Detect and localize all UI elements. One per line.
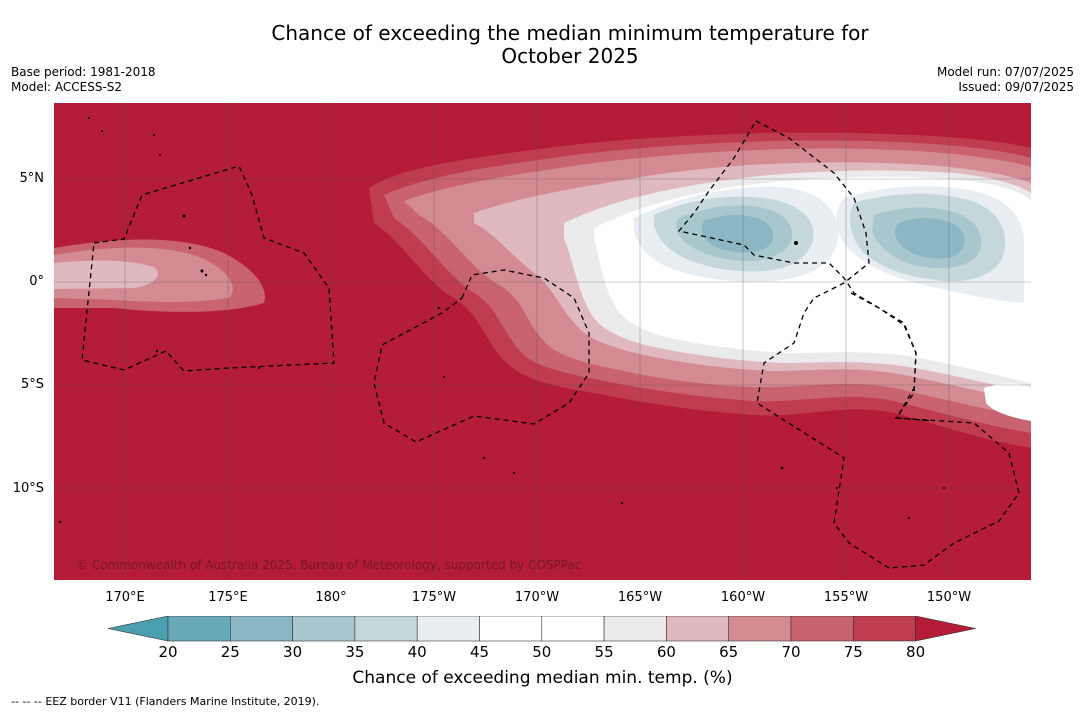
- colorbar-tick-label: 55: [594, 643, 614, 661]
- eez-legend-label: EEZ border V11 (Flanders Marine Institut…: [45, 695, 320, 708]
- colorbar-segment: [603, 615, 667, 642]
- title-line-2: October 2025: [501, 44, 639, 68]
- colorbar-segment: [416, 615, 480, 642]
- colorbar-segment: [292, 615, 356, 642]
- lon-label-170w: 170°W: [514, 590, 560, 605]
- eez-borders: [81, 120, 1020, 569]
- colorbar-tick-label: 35: [345, 643, 365, 661]
- colorbar: [107, 615, 978, 646]
- base-period: Base period: 1981-2018: [11, 65, 156, 79]
- colorbar-tick-label: 70: [781, 643, 801, 661]
- graticule: [54, 103, 1031, 580]
- lat-label-5s: 5°S: [20, 377, 44, 392]
- issued-date: Issued: 09/07/2025: [958, 80, 1074, 94]
- island-dots: [58, 117, 945, 524]
- colorbar-under-arrow: [107, 615, 169, 642]
- colorbar-tick-label: 45: [469, 643, 490, 661]
- colorbar-segment: [479, 615, 543, 642]
- colorbar-segment: [852, 615, 916, 642]
- lon-label-150w: 150°W: [926, 590, 972, 605]
- colorbar-tick-label: 65: [719, 643, 739, 661]
- colorbar-segment: [541, 615, 605, 642]
- colorbar-segment: [790, 615, 854, 642]
- colorbar-tick-label: 30: [283, 643, 303, 661]
- colorbar-tick-label: 60: [656, 643, 676, 661]
- lat-label-0: 0°: [29, 274, 44, 289]
- colorbar-segment: [354, 615, 418, 642]
- lon-label-155w: 155°W: [823, 590, 869, 605]
- eez-legend-symbol: -- -- --: [11, 695, 42, 708]
- chart-title: Chance of exceeding the median minimum t…: [0, 22, 1085, 68]
- west-anomaly-region: [54, 239, 265, 312]
- title-line-1: Chance of exceeding the median minimum t…: [271, 21, 869, 45]
- forecast-map: © Commonwealth of Australia 2025, Bureau…: [54, 103, 1031, 580]
- colorbar-segment: [230, 615, 293, 642]
- model-run: Model run: 07/07/2025: [936, 65, 1074, 79]
- lon-label-170e: 170°E: [105, 590, 145, 605]
- colorbar-tick-label: 25: [220, 643, 240, 661]
- colorbar-tick-label: 20: [158, 643, 178, 661]
- colorbar-tick-label: 50: [532, 643, 552, 661]
- colorbar-segment: [167, 615, 231, 642]
- lat-label-5n: 5°N: [19, 171, 45, 186]
- colorbar-title: Chance of exceeding median min. temp. (%…: [352, 668, 733, 688]
- model-name: Model: ACCESS-S2: [11, 80, 123, 94]
- central-anomaly-region: [369, 132, 1031, 448]
- eez-legend: -- -- -- EEZ border V11 (Flanders Marine…: [11, 695, 319, 708]
- colorbar-segment: [728, 615, 792, 642]
- colorbar-tick-label: 40: [407, 643, 427, 661]
- lon-label-175e: 175°E: [208, 590, 248, 605]
- copyright-notice: © Commonwealth of Australia 2025, Bureau…: [76, 558, 582, 572]
- lon-label-180: 180°: [315, 590, 347, 605]
- colorbar-tick-label: 75: [843, 643, 863, 661]
- lon-label-175w: 175°W: [411, 590, 457, 605]
- colorbar-over-arrow: [915, 615, 976, 642]
- lon-label-160w: 160°W: [720, 590, 766, 605]
- meta-left: Base period: 1981-2018 Model: ACCESS-S2: [11, 65, 156, 95]
- lat-label-10s: 10°S: [12, 481, 44, 496]
- colorbar-tick-label: 80: [906, 643, 926, 661]
- colorbar-svg: [107, 615, 976, 642]
- map-canvas: [54, 103, 1031, 580]
- lon-label-165w: 165°W: [617, 590, 663, 605]
- meta-right: Model run: 07/07/2025 Issued: 09/07/2025: [937, 65, 1074, 95]
- colorbar-segment: [666, 615, 730, 642]
